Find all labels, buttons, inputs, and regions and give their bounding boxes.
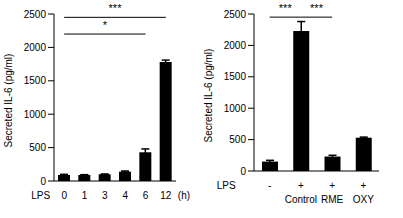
svg-text:1000: 1000: [24, 109, 47, 120]
svg-text:4: 4: [122, 190, 128, 201]
svg-text:0: 0: [40, 176, 46, 187]
svg-text:(h): (h): [178, 190, 190, 201]
svg-text:***: ***: [279, 2, 293, 14]
svg-text:+: +: [360, 180, 366, 191]
svg-text:12: 12: [160, 190, 172, 201]
svg-text:0: 0: [240, 166, 246, 177]
svg-text:LPS: LPS: [217, 180, 236, 191]
svg-text:*: *: [103, 19, 108, 31]
svg-text:LPS: LPS: [31, 190, 50, 201]
svg-text:Secreted IL-6 (pg/ml): Secreted IL-6 (pg/ml): [8, 54, 14, 148]
svg-text:500: 500: [229, 134, 246, 145]
svg-text:+: +: [329, 180, 335, 191]
svg-text:-: -: [268, 180, 271, 191]
svg-text:1000: 1000: [224, 103, 247, 114]
svg-text:2500: 2500: [24, 9, 47, 20]
svg-text:2000: 2000: [224, 40, 247, 51]
svg-text:1500: 1500: [224, 71, 247, 82]
svg-text:1500: 1500: [24, 75, 47, 86]
svg-text:***: ***: [310, 2, 324, 14]
svg-text:2000: 2000: [24, 42, 47, 53]
svg-text:1: 1: [82, 190, 88, 201]
svg-text:3: 3: [102, 190, 108, 201]
svg-text:Control: Control: [285, 194, 317, 205]
svg-text:2500: 2500: [224, 9, 247, 20]
svg-text:RME: RME: [321, 194, 344, 205]
svg-text:Secreted IL-6 (pg/ml): Secreted IL-6 (pg/ml): [203, 49, 214, 143]
svg-text:***: ***: [109, 2, 123, 14]
svg-text:6: 6: [143, 190, 149, 201]
svg-text:+: +: [298, 180, 304, 191]
svg-text:500: 500: [29, 142, 46, 153]
svg-text:OXY: OXY: [353, 194, 374, 205]
svg-text:0: 0: [61, 190, 67, 201]
